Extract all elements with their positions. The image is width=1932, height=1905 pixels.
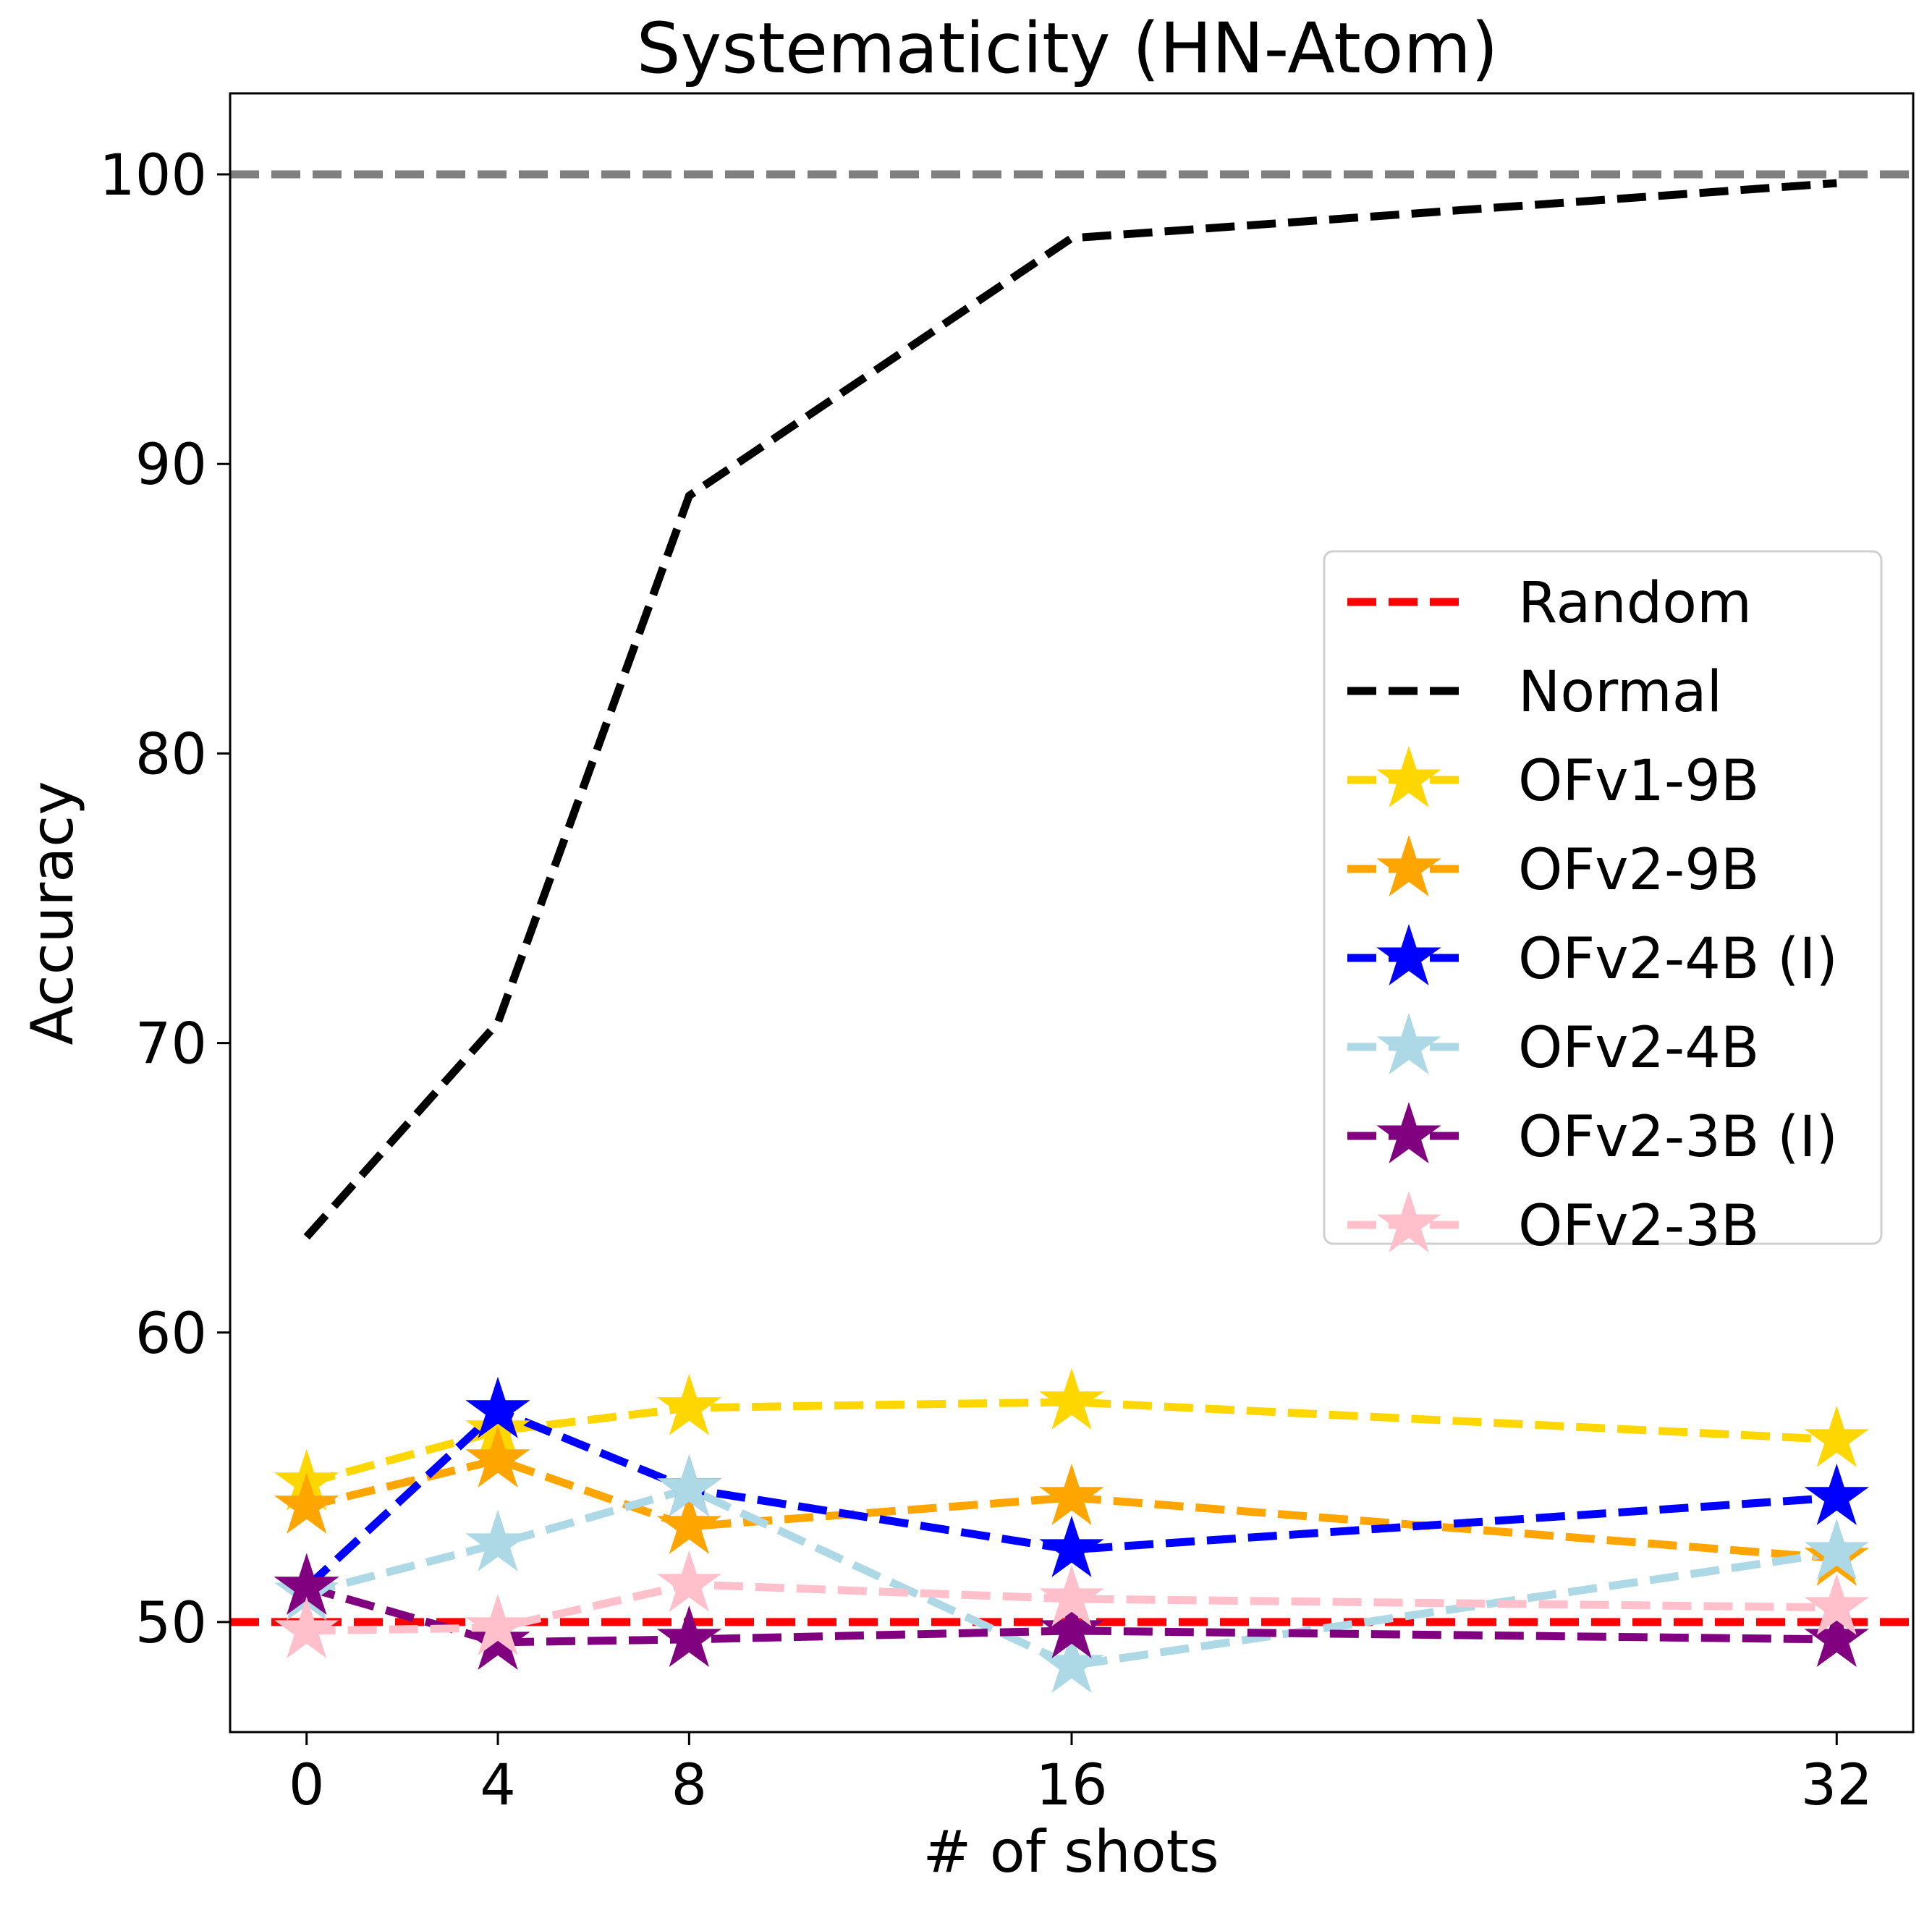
y-tick-label: 90 xyxy=(135,433,207,498)
legend-label-normal: Normal xyxy=(1518,660,1722,725)
legend-label-ofv2-3b: OFv2-3B xyxy=(1518,1194,1759,1259)
legend-label-ofv2-9b: OFv2-9B xyxy=(1518,838,1759,903)
y-tick-label: 70 xyxy=(135,1012,207,1077)
data-point-ofv2-3b-i-32 xyxy=(1804,1605,1869,1667)
x-axis-label: # of shots xyxy=(923,1818,1219,1885)
data-point-ofv2-4b-32 xyxy=(1804,1518,1869,1580)
legend-label-random: Random xyxy=(1518,571,1752,636)
data-point-ofv1-9b-32 xyxy=(1804,1405,1869,1467)
data-point-ofv2-3b-16 xyxy=(1039,1564,1104,1626)
plot-area xyxy=(230,170,1913,1693)
x-tick-label: 0 xyxy=(289,1753,325,1818)
y-tick-label: 50 xyxy=(135,1591,207,1656)
data-point-ofv2-4b-i-16 xyxy=(1039,1515,1104,1577)
data-point-ofv2-9b-4 xyxy=(465,1425,530,1488)
axis-ticks: 0 4 8 16 32 50 60 70 80 90 100 xyxy=(99,143,1873,1818)
data-point-ofv2-3b-4 xyxy=(465,1593,530,1655)
legend-marker-ofv2-3b-i xyxy=(1376,1102,1441,1163)
data-point-ofv2-4b-8 xyxy=(656,1454,722,1516)
y-tick-label: 100 xyxy=(99,143,207,208)
legend-label-ofv2-4b-i: OFv2-4B (I) xyxy=(1518,927,1838,992)
series-line-normal xyxy=(303,179,1837,1240)
chart-title: Systematicity (HN-Atom) xyxy=(637,8,1499,89)
data-point-ofv2-3b-i-8 xyxy=(656,1605,722,1667)
x-tick-label: 32 xyxy=(1801,1753,1873,1818)
legend-marker-ofv2-4b xyxy=(1376,1013,1441,1074)
legend-box xyxy=(1323,550,1883,1245)
y-axis-label: Accuracy xyxy=(19,781,86,1045)
data-point-ofv2-3b-i-0 xyxy=(274,1553,339,1615)
data-point-ofv1-9b-16 xyxy=(1039,1367,1104,1430)
data-point-ofv2-9b-0 xyxy=(274,1472,339,1534)
data-point-ofv2-3b-i-16 xyxy=(1039,1596,1104,1658)
data-point-ofv2-4b-i-32 xyxy=(1804,1463,1869,1525)
y-tick-label: 60 xyxy=(135,1302,207,1367)
data-point-ofv1-9b-8 xyxy=(656,1373,722,1435)
legend-label-ofv2-3b-i: OFv2-3B (I) xyxy=(1518,1105,1838,1170)
data-point-ofv2-9b-16 xyxy=(1039,1463,1104,1525)
data-point-ofv2-4b-4 xyxy=(465,1509,530,1571)
x-tick-label: 8 xyxy=(671,1753,708,1818)
data-point-ofv2-9b-8 xyxy=(656,1492,722,1554)
y-tick-label: 80 xyxy=(135,722,207,787)
legend-label-ofv1-9b: OFv1-9B xyxy=(1518,749,1759,814)
legend-marker-ofv2-4b-i xyxy=(1376,924,1441,985)
data-point-ofv2-3b-0 xyxy=(274,1596,339,1658)
data-point-ofv2-3b-8 xyxy=(656,1550,722,1612)
x-tick-label: 4 xyxy=(480,1753,516,1818)
data-point-ofv2-3b-32 xyxy=(1804,1573,1869,1635)
legend: Random Normal OFv1-9B OFv2-9B OFv2-4B (I) OFv… xyxy=(1323,550,1883,1259)
legend-marker-ofv2-9b xyxy=(1376,835,1441,896)
legend-marker-ofv2-3b xyxy=(1376,1191,1441,1252)
x-tick-label: 16 xyxy=(1035,1753,1107,1818)
data-point-ofv2-4b-16 xyxy=(1039,1632,1104,1693)
legend-label-ofv2-4b: OFv2-4B xyxy=(1518,1016,1759,1081)
legend-marker-ofv1-9b xyxy=(1376,746,1441,807)
data-point-ofv2-4b-i-4 xyxy=(465,1376,530,1438)
